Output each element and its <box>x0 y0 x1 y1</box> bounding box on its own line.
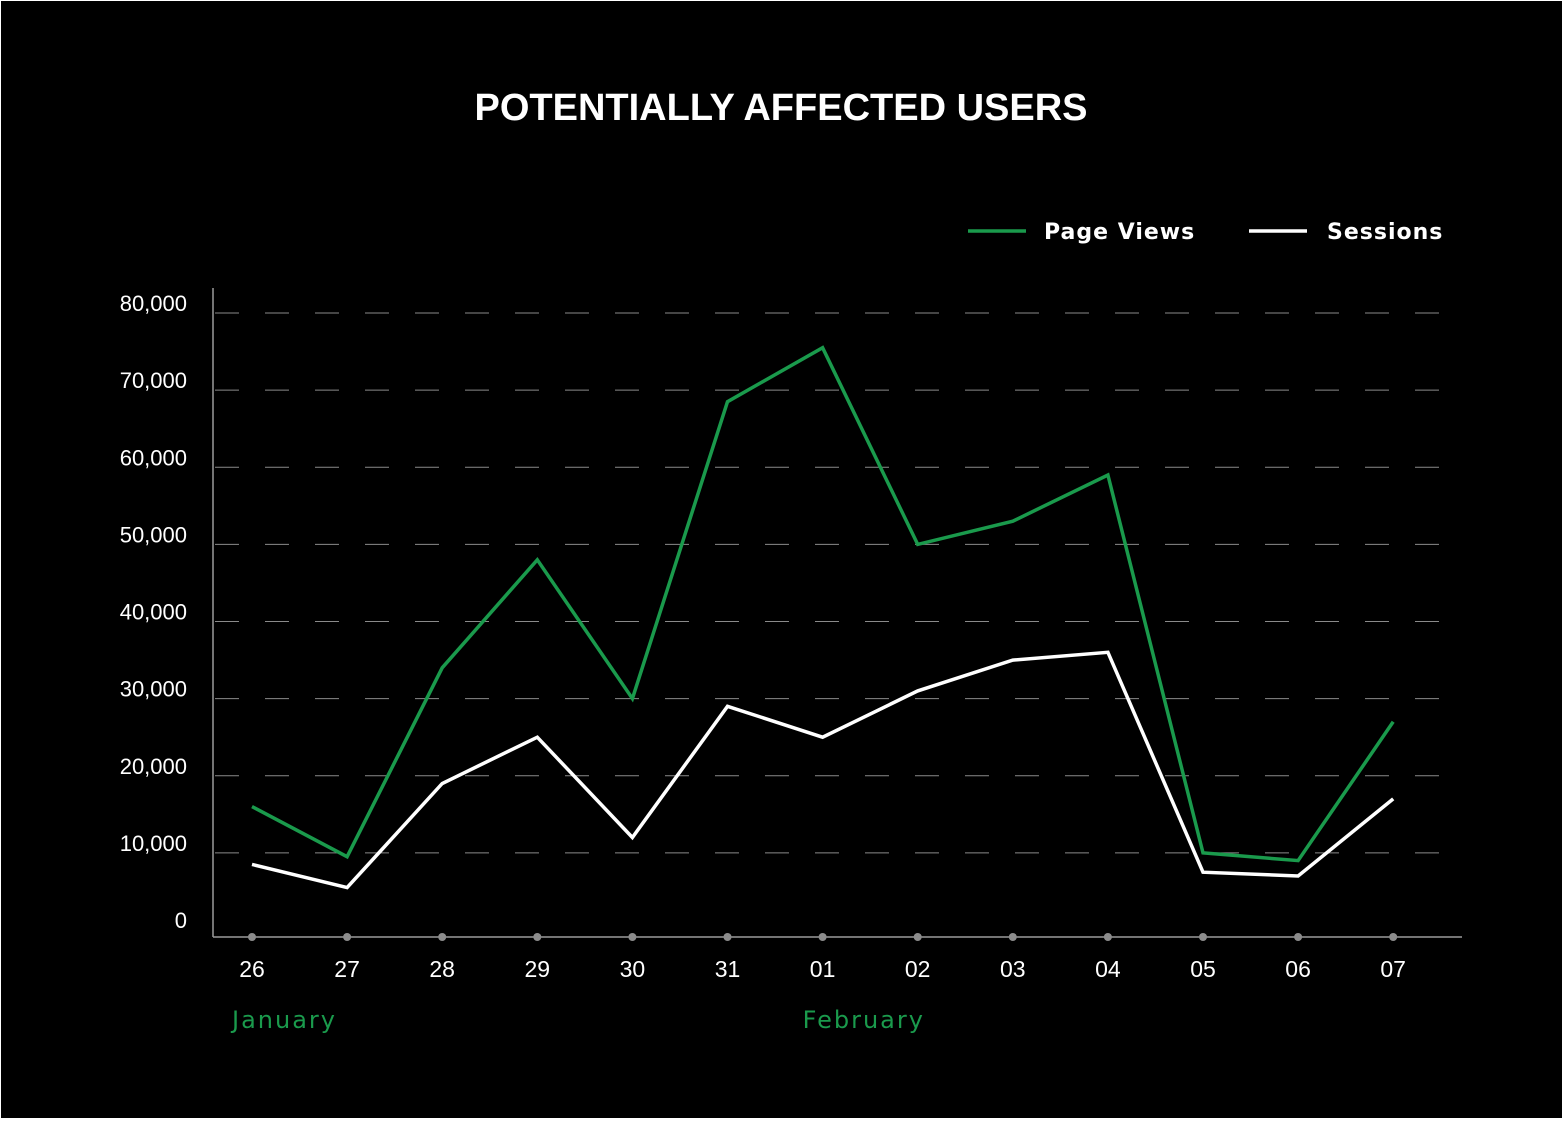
x-tick-label: 05 <box>1190 956 1216 982</box>
x-tick-label: 30 <box>620 956 646 982</box>
month-label: January <box>230 1006 337 1034</box>
x-tick-dot <box>818 933 827 941</box>
legend-label: Sessions <box>1327 220 1443 245</box>
x-tick-dot <box>628 933 637 941</box>
series <box>251 345 1395 890</box>
x-tick-dot <box>913 933 922 941</box>
y-tick-label: 20,000 <box>120 754 187 779</box>
x-tick-dot <box>438 933 447 941</box>
y-tick-label: 40,000 <box>120 600 187 625</box>
y-tick-label: 10,000 <box>120 831 187 856</box>
axes <box>212 288 1462 938</box>
x-tick-dot <box>343 933 352 941</box>
y-tick-label: 70,000 <box>120 368 187 393</box>
y-tick-label: 0 <box>175 908 187 933</box>
y-tick-label: 60,000 <box>120 445 187 470</box>
x-tick-label: 31 <box>715 956 741 982</box>
x-tick-dot <box>1103 933 1112 941</box>
x-tick-dot <box>1008 933 1017 941</box>
x-tick-label: 03 <box>1000 956 1026 982</box>
x-tick-label: 27 <box>334 956 360 982</box>
chart-title: POTENTIALLY AFFECTED USERS <box>475 87 1088 129</box>
x-tick-dot <box>723 933 732 941</box>
x-tick-label: 02 <box>905 956 931 982</box>
x-tick-dot <box>1199 933 1207 941</box>
legend: Page Views Sessions <box>968 220 1443 245</box>
x-tick-label: 04 <box>1095 956 1121 982</box>
x-tick-dot <box>533 933 542 941</box>
y-tick-label: 80,000 <box>120 291 187 316</box>
series-line-sessions <box>251 650 1395 890</box>
x-tick-label: 29 <box>525 956 551 982</box>
x-tick-label: 26 <box>239 956 265 982</box>
legend-label: Page Views <box>1044 220 1195 245</box>
month-label: February <box>803 1006 925 1034</box>
y-axis-ticks: 0 10,000 20,000 30,000 40,000 50,000 60,000 70,… <box>120 291 187 933</box>
y-tick-label: 30,000 <box>120 677 187 702</box>
x-tick-label: 28 <box>429 956 455 982</box>
x-tick-label: 01 <box>810 956 836 982</box>
x-tick-label: 06 <box>1285 956 1311 982</box>
gridlines <box>213 312 1440 854</box>
x-tick-dot <box>248 933 256 941</box>
month-labels: January February <box>230 1006 925 1034</box>
x-tick-dot <box>1389 933 1398 941</box>
y-tick-label: 50,000 <box>120 522 187 547</box>
x-tick-label: 07 <box>1380 956 1406 982</box>
x-axis-ticks: 26 27 28 29 30 31 01 02 03 04 05 06 07 <box>239 933 1406 982</box>
x-tick-dot <box>1294 933 1303 941</box>
